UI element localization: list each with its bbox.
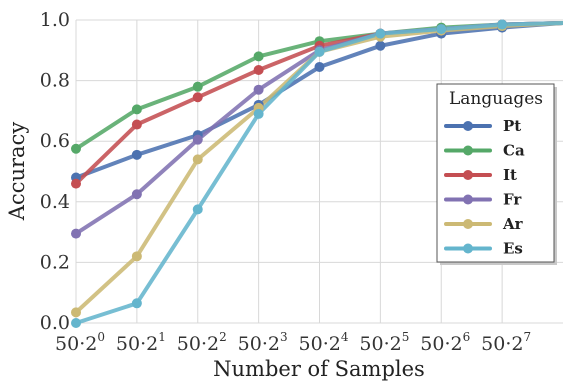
data-point-es <box>436 24 447 35</box>
legend-swatch-marker-ca <box>463 145 473 156</box>
data-point-es <box>314 46 325 57</box>
x-tick-label: 50·22 <box>177 330 227 355</box>
data-point-es <box>497 19 508 30</box>
legend-swatch-marker-fr <box>463 194 473 205</box>
data-points <box>71 19 508 328</box>
data-point-fr <box>192 134 203 145</box>
data-point-fr <box>131 189 142 200</box>
data-point-pt <box>131 149 142 160</box>
data-point-fr <box>71 228 81 239</box>
legend-label-it: It <box>503 166 517 184</box>
data-point-es <box>71 318 81 328</box>
data-point-it <box>131 119 142 130</box>
y-tick-label: 0.6 <box>40 130 70 152</box>
data-point-es <box>375 28 386 39</box>
x-tick-label: 50·27 <box>481 330 531 355</box>
legend-swatch-marker-pt <box>463 121 473 131</box>
x-tick-label: 50·26 <box>420 330 470 355</box>
legend-items: Pt Ca It Fr Ar Es <box>444 117 525 258</box>
x-tick-label: 50·25 <box>359 330 409 355</box>
data-point-pt <box>375 40 386 51</box>
x-tick-label: 50·20 <box>55 330 105 355</box>
data-point-ca <box>131 104 142 115</box>
legend-label-ca: Ca <box>503 142 525 160</box>
data-point-es <box>131 298 142 309</box>
legend-title: Languages <box>449 89 543 109</box>
data-point-it <box>253 64 264 75</box>
y-tick-label: 1.0 <box>40 9 70 31</box>
legend-label-es: Es <box>503 240 523 258</box>
data-point-ca <box>71 143 81 154</box>
data-point-ca <box>192 81 203 92</box>
data-point-ar <box>131 251 142 262</box>
legend: Languages Pt Ca It Fr Ar Es <box>436 83 557 265</box>
x-tick-label: 50·21 <box>116 330 166 355</box>
data-point-es <box>192 204 203 215</box>
x-tick-label: 50·24 <box>299 330 349 355</box>
x-axis-label: Number of Samples <box>213 357 425 381</box>
y-axis-label: Accuracy <box>5 122 29 222</box>
x-axis-ticks: 50·20 50·21 50·22 50·23 50·24 50·25 50·26 50·27 <box>55 330 531 355</box>
legend-swatch-marker-es <box>463 243 473 254</box>
grid-lines <box>75 19 563 324</box>
data-point-it <box>71 178 81 189</box>
data-point-pt <box>314 61 325 72</box>
y-tick-label: 0.2 <box>40 251 70 273</box>
legend-label-fr: Fr <box>503 191 522 209</box>
legend-swatch-marker-it <box>463 170 473 180</box>
y-tick-label: 0.8 <box>40 70 70 92</box>
x-tick-label: 50·23 <box>238 330 288 355</box>
data-point-ca <box>253 51 264 62</box>
y-axis-ticks: 0.0 0.2 0.4 0.6 0.8 1.0 <box>40 9 70 334</box>
legend-label-ar: Ar <box>502 215 524 233</box>
legend-label-pt: Pt <box>503 117 521 135</box>
data-point-ar <box>192 154 203 165</box>
legend-swatch-marker-ar <box>463 219 473 229</box>
data-point-fr <box>253 84 264 95</box>
y-tick-label: 0.4 <box>40 191 70 213</box>
y-tick-label: 0.0 <box>40 312 70 334</box>
data-point-ar <box>71 307 81 318</box>
data-point-it <box>192 92 203 103</box>
data-point-es <box>253 108 264 119</box>
